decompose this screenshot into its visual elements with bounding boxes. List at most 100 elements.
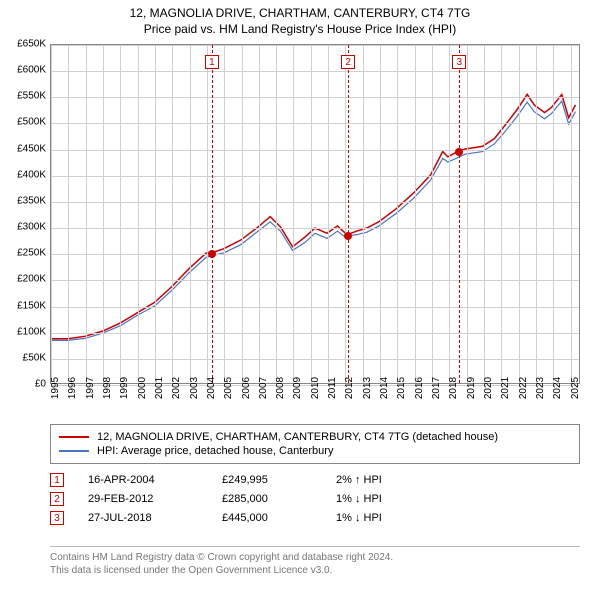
x-tick-label: 2006 <box>241 377 252 399</box>
x-tick-label: 2007 <box>258 377 269 399</box>
gridline-v <box>276 45 277 383</box>
gridline-v <box>432 45 433 383</box>
gridline-v <box>86 45 87 383</box>
x-tick-label: 2019 <box>466 377 477 399</box>
gridline-h <box>51 280 579 281</box>
gridline-h <box>51 202 579 203</box>
legend-row: HPI: Average price, detached house, Cant… <box>59 445 571 457</box>
x-tick-label: 2023 <box>535 377 546 399</box>
gridline-v <box>345 45 346 383</box>
plot-area: 1 2 3 <box>50 44 580 384</box>
event-line <box>348 45 349 383</box>
y-tick-label: £650K <box>17 39 46 50</box>
gridline-v <box>484 45 485 383</box>
gridline-v <box>172 45 173 383</box>
gridline-v <box>242 45 243 383</box>
gridline-h <box>51 307 579 308</box>
y-tick-label: £250K <box>17 248 46 259</box>
sale-price: £249,995 <box>222 474 312 486</box>
gridline-h <box>51 45 579 46</box>
y-tick-label: £200K <box>17 274 46 285</box>
x-tick-label: 1997 <box>85 377 96 399</box>
x-tick-label: 2010 <box>310 377 321 399</box>
gridline-h <box>51 228 579 229</box>
footer-line-1: Contains HM Land Registry data © Crown c… <box>50 551 580 564</box>
gridline-h <box>51 254 579 255</box>
x-tick-label: 1995 <box>50 377 61 399</box>
x-tick-label: 2008 <box>275 377 286 399</box>
gridline-h <box>51 176 579 177</box>
x-tick-label: 2013 <box>362 377 373 399</box>
x-tick-label: 1996 <box>67 377 78 399</box>
gridline-v <box>501 45 502 383</box>
x-tick-label: 2025 <box>570 377 581 399</box>
x-tick-label: 2022 <box>518 377 529 399</box>
gridline-v <box>293 45 294 383</box>
gridline-v <box>553 45 554 383</box>
gridline-v <box>207 45 208 383</box>
sale-diff: 2% ↑ HPI <box>336 474 382 486</box>
y-tick-label: £450K <box>17 143 46 154</box>
sale-price: £285,000 <box>222 493 312 505</box>
gridline-h <box>51 359 579 360</box>
event-marker: 2 <box>341 55 355 69</box>
legend-swatch <box>59 436 89 438</box>
x-tick-label: 2024 <box>552 377 563 399</box>
gridline-v <box>224 45 225 383</box>
series-line-hpi <box>51 101 576 340</box>
gridline-v <box>103 45 104 383</box>
gridline-h <box>51 333 579 334</box>
y-tick-label: £300K <box>17 222 46 233</box>
legend-label: 12, MAGNOLIA DRIVE, CHARTHAM, CANTERBURY… <box>97 431 498 443</box>
sale-date: 16-APR-2004 <box>88 474 198 486</box>
legend-swatch <box>59 450 89 452</box>
sale-row: 1 16-APR-2004 £249,995 2% ↑ HPI <box>50 473 580 487</box>
x-tick-label: 1999 <box>119 377 130 399</box>
gridline-h <box>51 97 579 98</box>
x-tick-label: 2017 <box>431 377 442 399</box>
sale-index: 2 <box>50 492 64 506</box>
sale-point <box>208 250 216 258</box>
gridline-v <box>328 45 329 383</box>
sale-row: 229-FEB-2012£285,0001% ↓ HPI <box>50 492 580 506</box>
y-tick-label: £350K <box>17 195 46 206</box>
legend-label: HPI: Average price, detached house, Cant… <box>97 445 333 457</box>
gridline-v <box>155 45 156 383</box>
gridline-h <box>51 123 579 124</box>
y-tick-label: £50K <box>23 352 46 363</box>
gridline-h <box>51 150 579 151</box>
x-tick-label: 1998 <box>102 377 113 399</box>
gridline-v <box>259 45 260 383</box>
gridline-v <box>190 45 191 383</box>
gridline-v <box>363 45 364 383</box>
y-tick-label: £400K <box>17 169 46 180</box>
event-marker: 1 <box>205 55 219 69</box>
y-tick-label: £600K <box>17 65 46 76</box>
y-tick-label: £0 <box>35 379 46 390</box>
event-marker: 3 <box>452 55 466 69</box>
sale-price: £445,000 <box>222 512 312 524</box>
x-tick-label: 2012 <box>344 377 355 399</box>
legend: 12, MAGNOLIA DRIVE, CHARTHAM, CANTERBURY… <box>50 424 580 464</box>
event-line <box>212 45 213 383</box>
title-line-2: Price paid vs. HM Land Registry's House … <box>0 22 600 36</box>
y-tick-label: £150K <box>17 300 46 311</box>
gridline-v <box>397 45 398 383</box>
sale-index: 1 <box>50 473 64 487</box>
gridline-v <box>467 45 468 383</box>
sale-point <box>344 232 352 240</box>
title-line-1: 12, MAGNOLIA DRIVE, CHARTHAM, CANTERBURY… <box>0 6 600 20</box>
x-tick-label: 2015 <box>396 377 407 399</box>
footer-line-2: This data is licensed under the Open Gov… <box>50 564 580 577</box>
y-tick-label: £550K <box>17 91 46 102</box>
gridline-v <box>311 45 312 383</box>
sale-index: 3 <box>50 511 64 525</box>
legend-row: 12, MAGNOLIA DRIVE, CHARTHAM, CANTERBURY… <box>59 431 571 443</box>
x-tick-label: 2016 <box>414 377 425 399</box>
gridline-v <box>120 45 121 383</box>
gridline-v <box>519 45 520 383</box>
gridline-v <box>380 45 381 383</box>
gridline-v <box>415 45 416 383</box>
chart-title: 12, MAGNOLIA DRIVE, CHARTHAM, CANTERBURY… <box>0 0 600 36</box>
gridline-v <box>51 45 52 383</box>
